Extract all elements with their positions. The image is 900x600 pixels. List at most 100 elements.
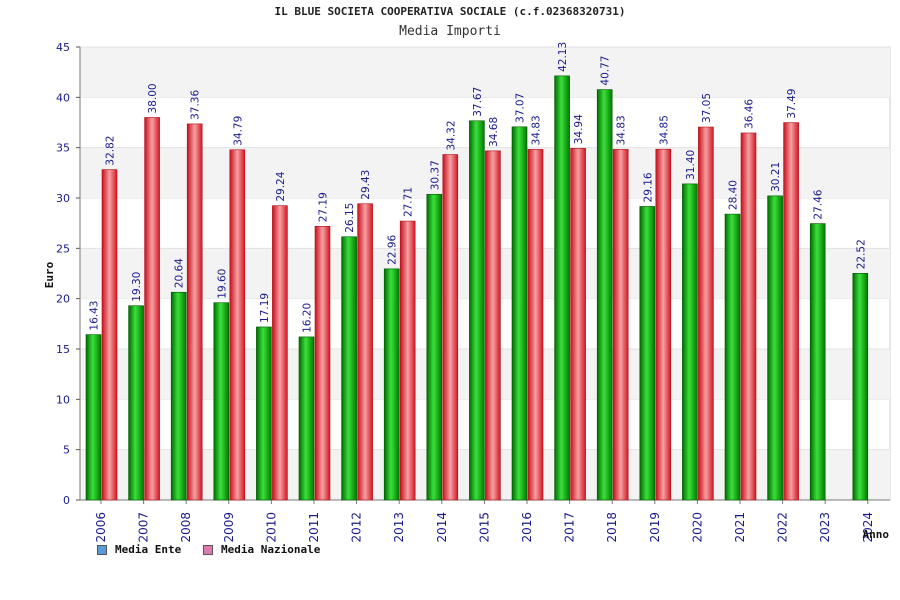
data-label-media-ente: 22.52 [855,239,867,269]
bar-media-ente [383,268,400,501]
x-tick-label: 2014 [435,512,449,543]
bar-media-nazionale [698,126,714,501]
bar-media-nazionale [783,122,799,501]
legend-label-media-ente: Media Ente [115,543,182,556]
data-label-media-ente: 27.46 [813,189,825,219]
data-label-media-ente: 20.64 [174,258,186,288]
data-label-media-nazionale: 34.79 [232,116,244,146]
y-tick-label: 0 [63,494,70,507]
x-tick-label: 2023 [818,512,832,543]
data-label-media-nazionale: 34.32 [445,120,457,150]
x-tick-label: 2009 [222,512,236,543]
x-tick-label: 2011 [307,512,321,543]
data-label-media-nazionale: 34.68 [488,117,500,147]
bar-media-nazionale [527,149,544,501]
data-label-media-ente: 19.30 [131,272,143,302]
bar-media-nazionale [186,123,203,501]
x-tick-label: 2017 [563,512,577,543]
y-tick-label: 15 [56,343,70,356]
data-label-media-nazionale: 29.24 [275,171,287,201]
bar-media-ente [85,334,102,501]
bar-media-nazionale [612,149,629,501]
chart-subtitle: Media Importi [399,24,501,39]
bar-media-ente [256,326,272,501]
x-tick-label: 2019 [648,512,662,543]
bar-media-nazionale [570,147,586,501]
legend-swatch-media-ente [97,544,107,555]
bar-media-nazionale [655,148,672,501]
bar-media-ente [341,236,357,501]
bar-media-ente [767,195,783,501]
bar-media-ente [554,75,570,501]
bar-media-nazionale [101,169,118,501]
legend-item-media-nazionale: Media Nazionale [203,543,320,556]
data-label-media-nazionale: 32.82 [105,136,117,166]
bar-media-nazionale [485,150,501,501]
legend-label-media-nazionale: Media Nazionale [221,543,321,556]
bar-media-ente [170,291,187,501]
data-label-media-nazionale: 37.36 [190,90,202,120]
x-tick-label: 2018 [605,512,619,543]
bar-media-ente [596,89,613,501]
x-tick-label: 2008 [179,512,193,543]
x-tick-label: 2012 [350,512,364,543]
data-label-media-nazionale: 34.85 [658,115,670,145]
bar-media-ente [639,206,656,501]
x-tick-label: 2010 [264,512,278,543]
data-label-media-ente: 42.13 [557,42,569,72]
data-label-media-nazionale: 37.49 [786,89,798,119]
x-tick-label: 2024 [861,512,875,543]
data-label-media-ente: 30.37 [429,160,441,190]
bar-media-nazionale [740,132,757,501]
data-label-media-nazionale: 34.94 [573,114,585,144]
bar-media-nazionale [314,225,331,501]
data-label-media-nazionale: 29.43 [360,170,372,200]
data-label-media-ente: 22.96 [387,234,399,264]
y-tick-label: 5 [63,444,70,457]
bar-media-nazionale [442,154,459,501]
bar-media-ente [128,305,144,501]
bar-media-ente [724,213,741,501]
data-label-media-nazionale: 34.83 [531,115,543,145]
data-label-media-ente: 37.07 [515,93,527,123]
chart-title: IL BLUE SOCIETA COOPERATIVA SOCIALE (c.f… [274,5,626,18]
bar-media-ente [298,336,315,501]
data-label-media-nazionale: 38.00 [147,83,159,113]
data-label-media-nazionale: 27.71 [403,187,415,217]
bar-media-nazionale [229,149,246,501]
y-tick-label: 45 [56,41,70,54]
data-label-media-ente: 17.19 [259,293,271,323]
data-label-media-ente: 19.60 [216,269,228,299]
data-label-media-ente: 40.77 [600,56,612,86]
bar-media-nazionale [357,203,373,501]
x-tick-label: 2006 [94,512,108,543]
y-tick-label: 10 [56,393,70,406]
x-tick-label: 2016 [520,512,534,543]
y-tick-label: 25 [56,242,70,255]
data-label-media-ente: 26.15 [344,203,356,233]
legend-item-media-ente: Media Ente [97,543,181,556]
bar-media-ente [213,302,230,501]
legend-swatch-media-nazionale [203,544,213,555]
y-axis-label: Euro [43,261,56,288]
data-label-media-ente: 16.20 [302,303,314,333]
x-tick-label: 2013 [392,512,406,543]
grid-band [80,47,890,98]
data-label-media-nazionale: 36.46 [744,99,756,129]
data-label-media-ente: 16.43 [89,301,101,331]
y-tick-label: 20 [56,293,70,306]
bar-media-ente [426,193,443,501]
x-tick-label: 2020 [690,512,704,543]
data-label-media-ente: 28.40 [728,180,740,210]
data-label-media-nazionale: 27.19 [318,192,330,222]
bar-media-ente [682,183,698,501]
bar-media-nazionale [144,117,160,501]
y-tick-label: 40 [56,91,70,104]
data-label-media-nazionale: 34.83 [616,115,628,145]
bar-media-ente [511,126,528,501]
x-tick-label: 2022 [776,512,790,543]
bar-media-ente [809,223,826,501]
bar-media-nazionale [272,205,288,501]
bar-media-ente [852,272,869,501]
